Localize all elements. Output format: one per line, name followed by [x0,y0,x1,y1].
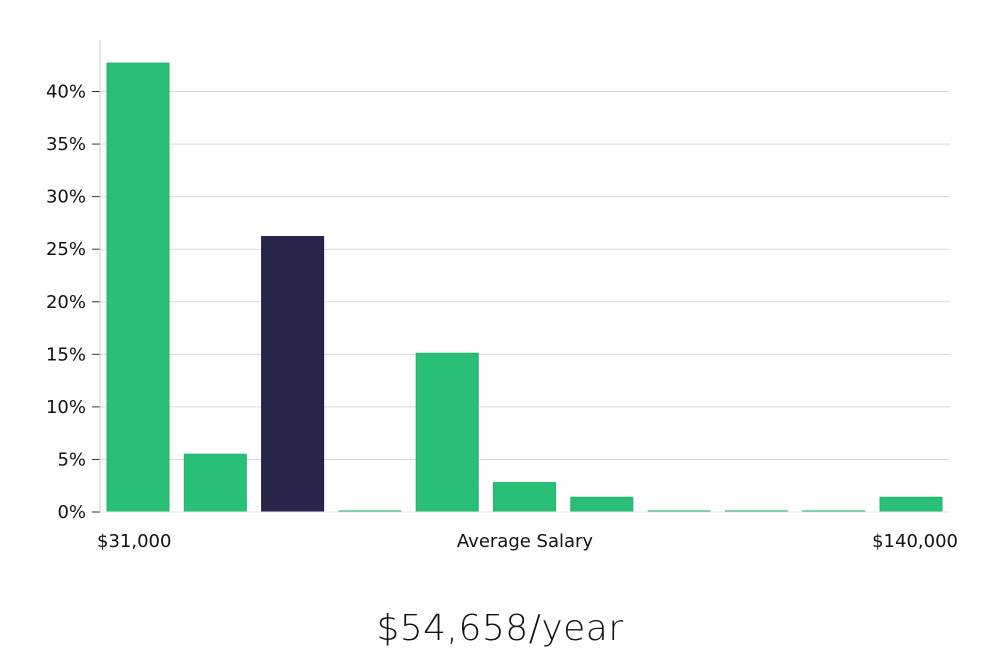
bar [570,496,634,513]
gridlines [100,91,950,460]
x-axis-title: Average Salary [457,531,594,552]
y-tick-label: 20% [46,292,86,313]
y-tick-label: 0% [57,502,86,523]
bar [879,496,943,513]
y-tick-label: 5% [57,449,86,470]
x-label-min: $31,000 [97,531,171,552]
bar-highlighted [261,236,325,513]
y-tick-label: 15% [46,344,86,365]
average-salary-summary: $54,658/year [376,608,624,649]
y-tick-label: 30% [46,187,86,208]
y-tick-label: 10% [46,397,86,418]
y-axis-ticks: 0% 5% 10% 15% 20% 25% 30% 35% 40% [46,82,100,523]
bar [493,482,556,513]
y-tick-label: 35% [46,134,86,155]
y-tick-label: 25% [46,239,86,260]
bar [183,453,247,513]
bars [106,62,943,513]
bar [415,352,479,513]
x-label-max: $140,000 [872,531,958,552]
bar [106,62,170,513]
y-tick-label: 40% [46,82,86,103]
